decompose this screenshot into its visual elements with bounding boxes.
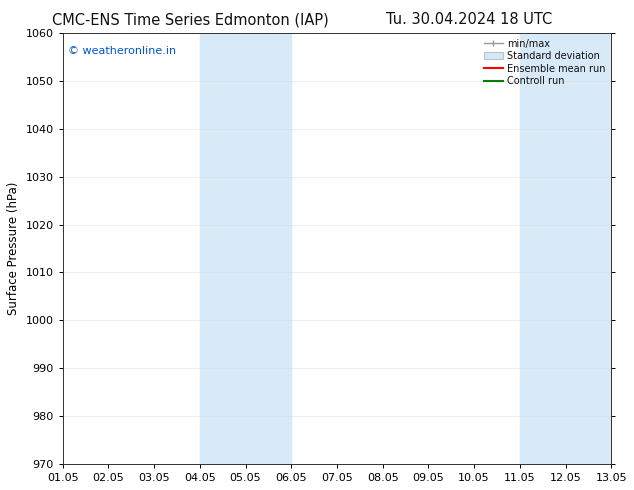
Text: © weatheronline.in: © weatheronline.in [68,46,176,56]
Text: Tu. 30.04.2024 18 UTC: Tu. 30.04.2024 18 UTC [386,12,552,27]
Bar [520,33,611,464]
Y-axis label: Surface Pressure (hPa): Surface Pressure (hPa) [7,182,20,315]
Legend: min/max, Standard deviation, Ensemble mean run, Controll run: min/max, Standard deviation, Ensemble me… [481,36,609,89]
Text: CMC-ENS Time Series Edmonton (IAP): CMC-ENS Time Series Edmonton (IAP) [52,12,328,27]
Bar [200,33,291,464]
